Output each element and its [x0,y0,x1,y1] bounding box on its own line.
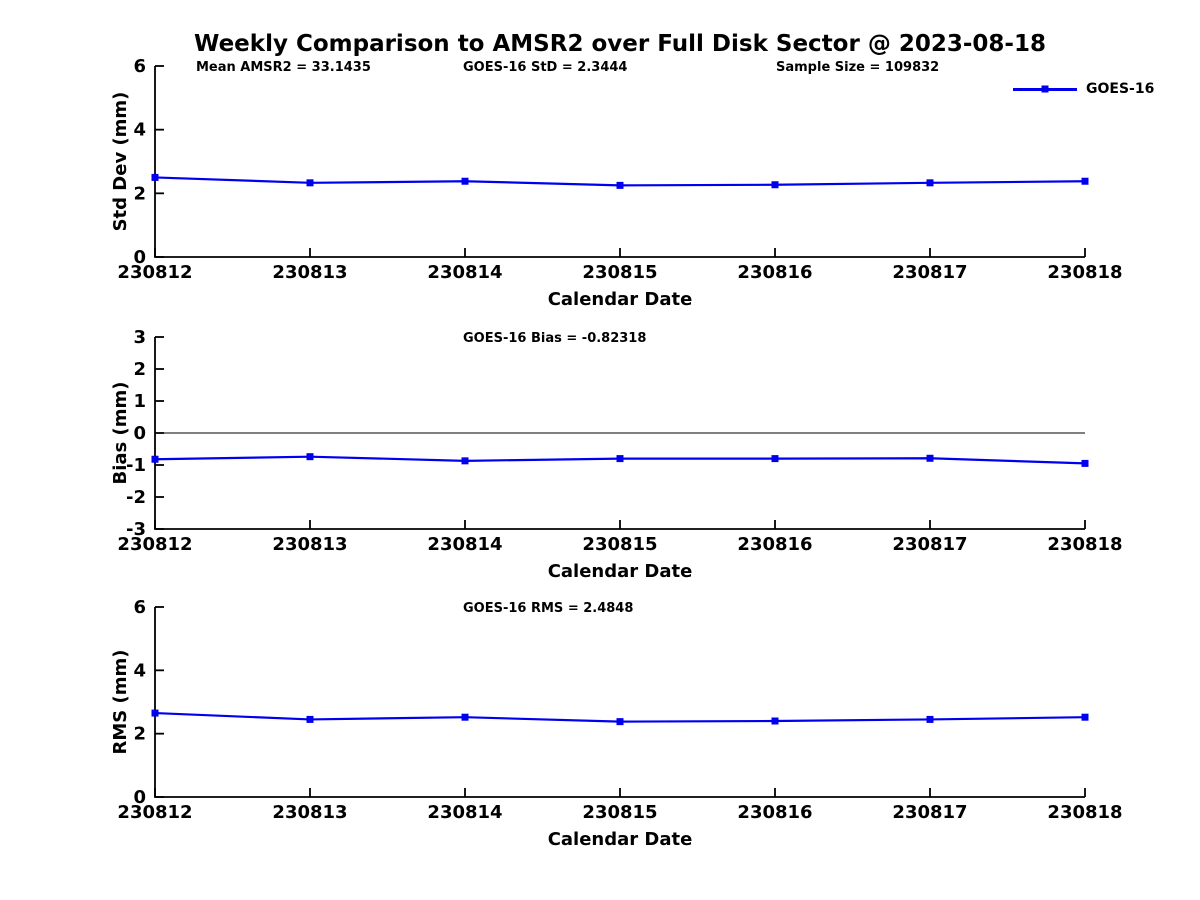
data-point-marker [151,455,159,463]
stat-annotation: Mean AMSR2 = 33.1435 [196,60,371,75]
data-point-marker [616,718,624,726]
x-tick-label: 230815 [582,802,657,823]
x-tick-label: 230812 [117,802,192,823]
legend-square-marker-icon [1041,85,1049,93]
x-tick-label: 230817 [892,262,967,283]
x-tick-label: 230812 [117,262,192,283]
x-tick-label: 230813 [272,534,347,555]
data-point-marker [461,457,469,465]
legend: GOES-16 [1013,81,1154,97]
x-tick-label: 230816 [737,802,812,823]
y-axis-title: Std Dev (mm) [110,92,131,232]
y-tick-label: 3 [133,327,146,348]
x-tick-label: 230817 [892,534,967,555]
data-point-marker [616,455,624,463]
data-point-marker [1081,713,1089,721]
x-tick-label: 230816 [737,534,812,555]
y-tick-label: 2 [133,183,146,204]
data-point-marker [926,715,934,723]
legend-label: GOES-16 [1086,81,1155,97]
y-tick-label: 4 [133,120,146,141]
x-axis-title: Calendar Date [548,829,693,850]
y-tick-label: 0 [133,423,146,444]
x-tick-label: 230818 [1047,262,1122,283]
y-axis-title: Bias (mm) [110,382,131,485]
stat-annotation: GOES-16 Bias = -0.82318 [463,331,646,346]
data-point-marker [1081,459,1089,467]
data-point-marker [461,177,469,185]
data-point-marker [926,179,934,187]
stat-annotation: GOES-16 StD = 2.3444 [463,60,627,75]
subplot-bias: -3 -2 -1 0 1 2 3 230812 230813 230814 230815 230816… [110,327,1123,582]
x-tick-label: 230818 [1047,802,1122,823]
x-tick-label: 230815 [582,262,657,283]
chart-title: Weekly Comparison to AMSR2 over Full Dis… [194,31,1046,57]
data-point-marker [306,715,314,723]
x-tick-label: 230814 [427,262,502,283]
y-tick-label: -3 [126,519,146,540]
y-tick-label: 0 [133,247,146,268]
x-tick-label: 230812 [117,534,192,555]
data-point-marker [771,181,779,189]
data-point-marker [306,179,314,187]
y-tick-label: 6 [133,56,146,77]
data-point-marker [771,455,779,463]
x-tick-label: 230813 [272,802,347,823]
data-point-marker [616,181,624,189]
data-point-marker [306,453,314,461]
y-tick-label: 4 [133,660,146,681]
x-tick-label: 230814 [427,534,502,555]
stat-annotation: Sample Size = 109832 [776,60,939,75]
x-tick-label: 230818 [1047,534,1122,555]
data-point-marker [151,173,159,181]
y-tick-label: -1 [126,455,146,476]
y-tick-label: 2 [133,359,146,380]
x-tick-label: 230817 [892,802,967,823]
data-point-marker [151,709,159,717]
x-tick-label: 230813 [272,262,347,283]
legend-line-sample [1013,85,1077,93]
stat-annotation: GOES-16 RMS = 2.4848 [463,601,633,616]
y-tick-label: 1 [133,391,146,412]
y-tick-label: 2 [133,724,146,745]
x-axis-title: Calendar Date [548,289,693,310]
y-axis-title: RMS (mm) [110,650,131,755]
data-point-marker [461,713,469,721]
y-tick-label: 0 [133,787,146,808]
y-tick-label: -2 [126,487,146,508]
x-tick-label: 230816 [737,262,812,283]
data-point-marker [771,717,779,725]
y-tick-label: 6 [133,597,146,618]
x-tick-label: 230815 [582,534,657,555]
x-axis-title: Calendar Date [548,561,693,582]
subplot-std-dev: 0 2 4 6 230812 230813 230814 230815 230816 230817… [110,56,1123,310]
data-point-marker [1081,177,1089,185]
subplot-rms: 0 2 4 6 230812 230813 230814 230815 230816 230817… [110,597,1123,850]
x-tick-label: 230814 [427,802,502,823]
data-point-marker [926,454,934,462]
